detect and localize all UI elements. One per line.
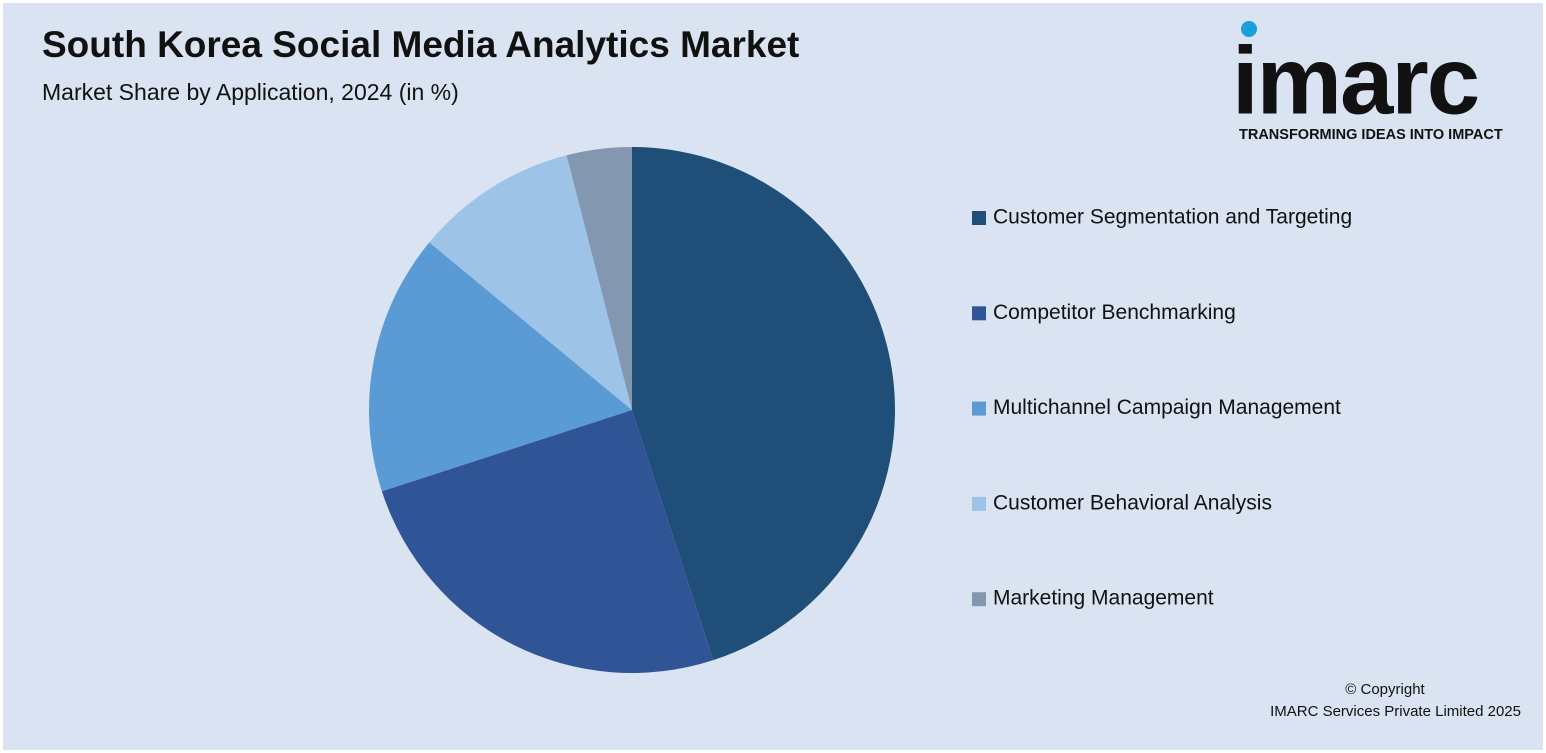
legend-label: Competitor Benchmarking [993,301,1236,324]
legend-swatch [972,592,986,607]
legend-label: Multichannel Campaign Management [993,396,1341,419]
logo: imarc [1232,27,1478,134]
logo-tagline: TRANSFORMING IDEAS INTO IMPACT [1239,127,1503,143]
pie-slice [632,147,895,661]
chart-subtitle: Market Share by Application, 2024 (in %) [42,79,459,105]
pie-slice [381,410,714,673]
pie-slice [566,147,632,410]
chart-title: South Korea Social Media Analytics Marke… [42,24,799,65]
copyright: © Copyright [1345,681,1425,698]
legend-label: Customer Segmentation and Targeting [993,206,1352,229]
logo-dot [1241,21,1257,37]
pie-slice [429,155,632,410]
legend-swatch [972,306,986,321]
legend-label: Marketing Management [993,587,1214,610]
copyright: IMARC Services Private Limited 2025 [1270,703,1521,720]
pie-slice [369,242,632,492]
legend-swatch [972,211,986,225]
legend-swatch [972,401,986,416]
legend-label: Customer Behavioral Analysis [993,491,1272,514]
legend-swatch [972,496,986,511]
